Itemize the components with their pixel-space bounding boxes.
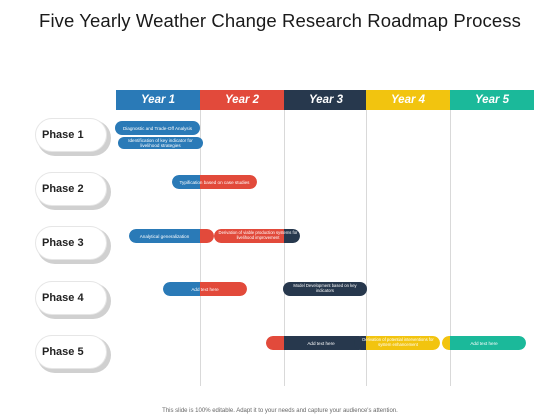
task-label: Derivation of potential interventions fo… — [362, 337, 434, 347]
gridline — [366, 110, 367, 386]
task-bar: Diagnostic and Trade-Off Analysis — [115, 121, 200, 135]
task-bar: Derivation of viable production systems … — [214, 229, 300, 243]
year-header-4: Year 4 — [366, 90, 450, 110]
gridline — [200, 110, 201, 386]
phase-label-4: Phase 4 — [35, 281, 107, 315]
footer-note: This slide is 100% editable. Adapt it to… — [162, 408, 398, 414]
year-header-3: Year 3 — [284, 90, 368, 110]
page-title: Five Yearly Weather Change Research Road… — [39, 10, 521, 31]
phase-label-1: Phase 1 — [35, 118, 107, 152]
task-label: Analytical generalization — [139, 233, 190, 239]
task-label: Add text here — [470, 340, 498, 346]
year-header-5: Year 5 — [450, 90, 534, 110]
task-bar: Add text here — [266, 336, 366, 350]
gridline — [450, 110, 451, 386]
task-label: Derivation of viable production systems … — [218, 230, 298, 240]
year-header-1: Year 1 — [116, 90, 200, 110]
task-bar: Derivation of potential interventions fo… — [354, 336, 440, 350]
task-bar: Add text here — [163, 282, 247, 296]
task-bar: Typification based on case studies — [172, 175, 257, 189]
task-label: Add text here — [191, 286, 219, 292]
gridline — [284, 110, 285, 386]
year-header-2: Year 2 — [200, 90, 284, 110]
task-bar: Model Development based on key indicator… — [283, 282, 367, 296]
task-bar: Add text here — [442, 336, 526, 350]
task-bar: Analytical generalization — [129, 229, 214, 243]
phase-label-5: Phase 5 — [35, 335, 107, 369]
phase-label-2: Phase 2 — [35, 172, 107, 206]
task-bar: Identification of key indicator for live… — [118, 137, 203, 149]
task-label: Typification based on case studies — [179, 179, 250, 185]
phase-label-3: Phase 3 — [35, 226, 107, 260]
task-label: Add text here — [307, 340, 335, 346]
